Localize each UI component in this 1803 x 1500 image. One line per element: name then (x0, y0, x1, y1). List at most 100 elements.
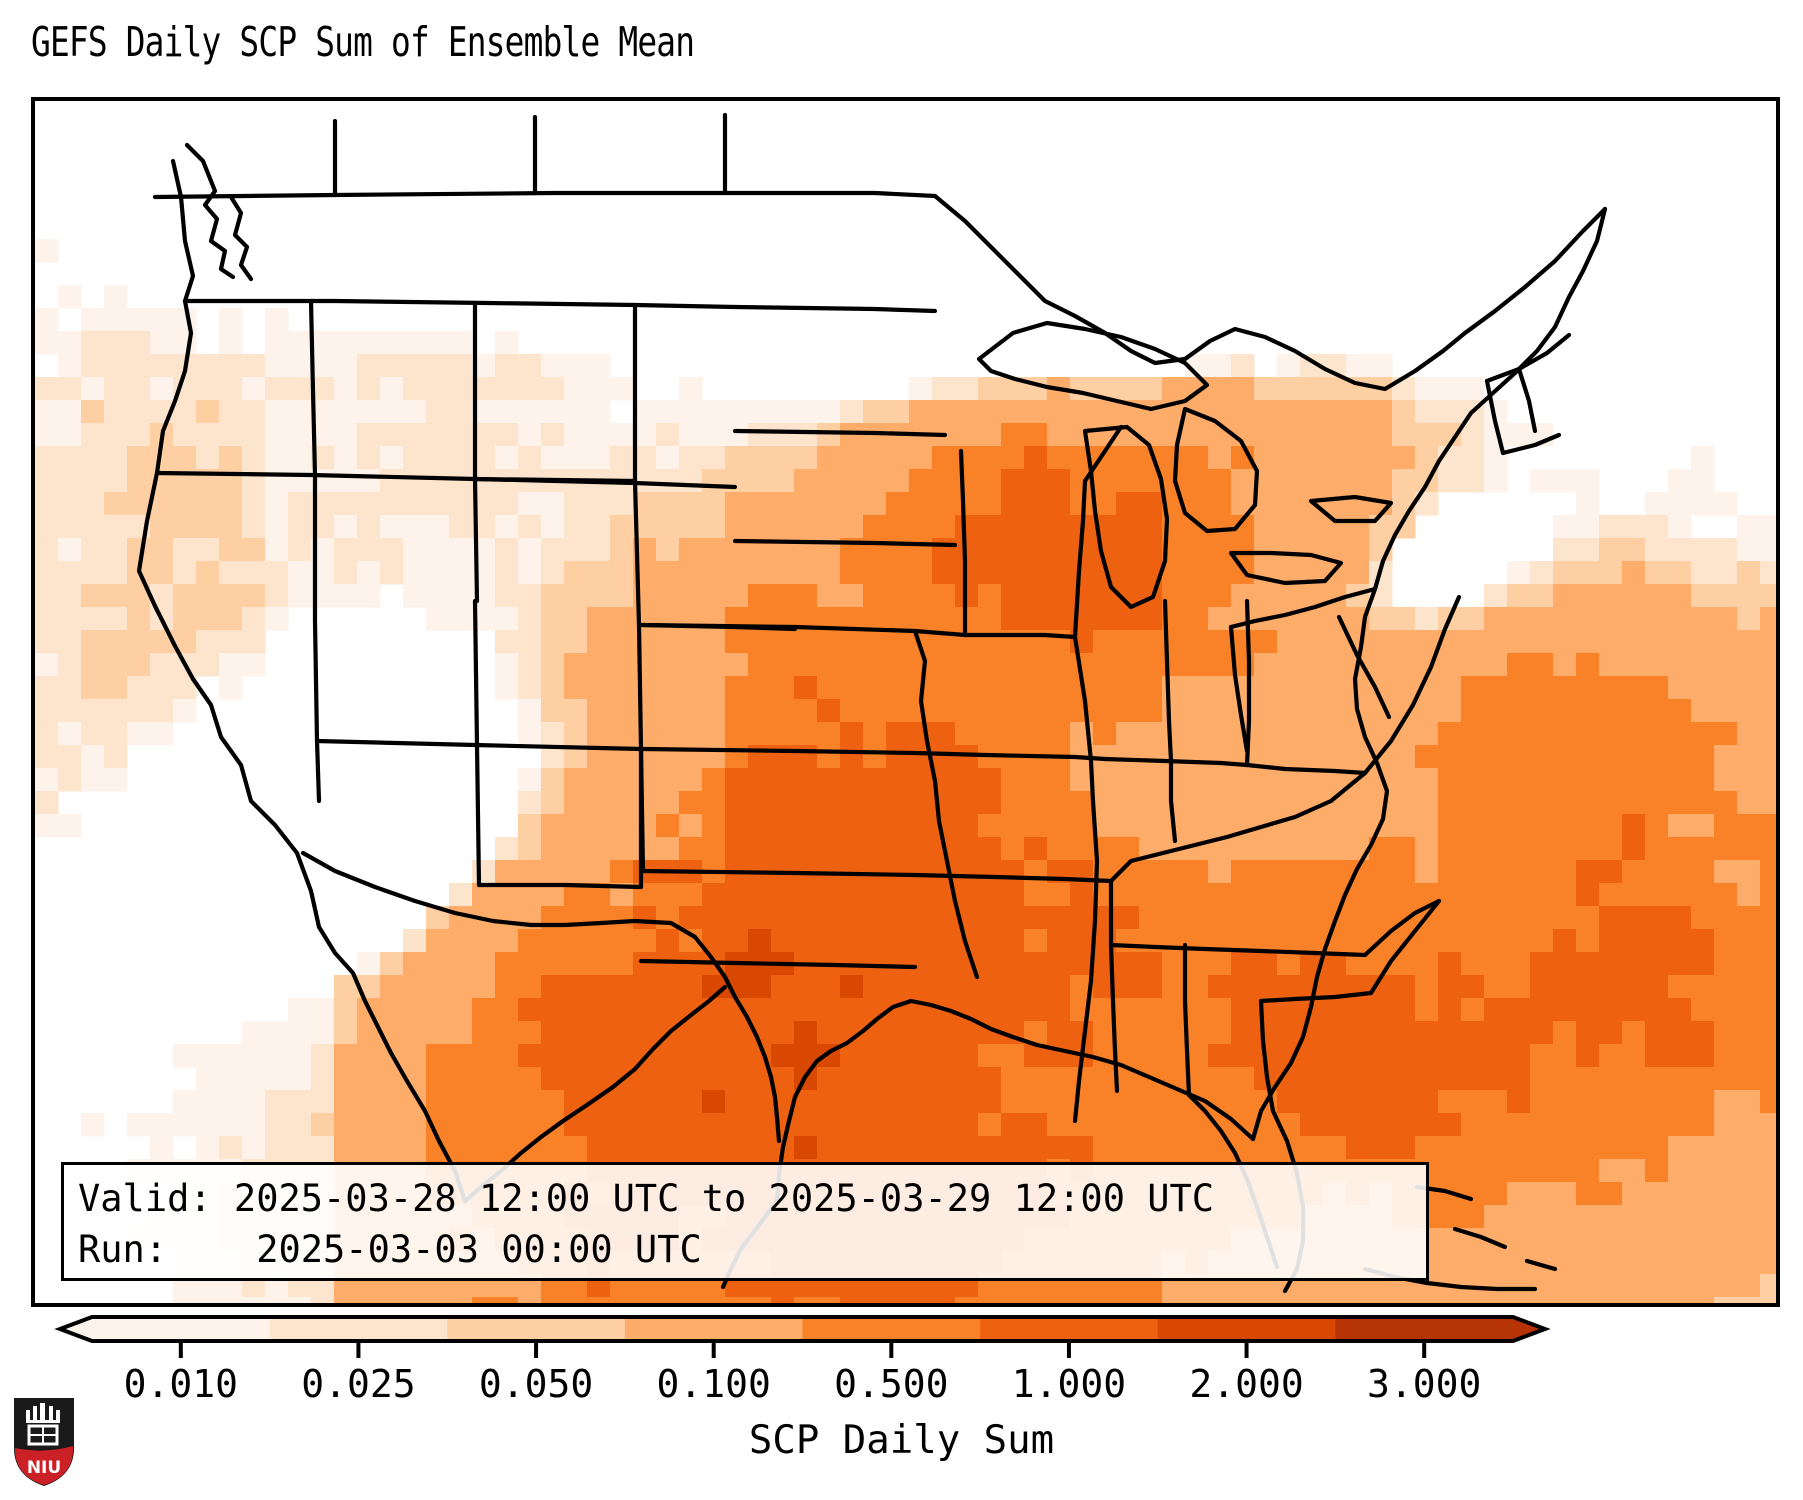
scp-cell (1415, 929, 1439, 953)
scp-cell (1461, 814, 1485, 838)
scp-cell (1346, 1044, 1370, 1068)
scp-cell (656, 722, 680, 746)
scp-cell (909, 1297, 933, 1303)
scp-cell (1254, 377, 1278, 401)
scp-cell (518, 1090, 542, 1114)
scp-cell (1714, 699, 1738, 723)
scp-cell (1691, 561, 1715, 585)
scp-cell (1001, 1090, 1025, 1114)
scp-cell (702, 1090, 726, 1114)
scp-cell (1530, 1067, 1554, 1091)
scp-cell (1070, 791, 1094, 815)
scp-cell (1116, 929, 1140, 953)
scp-cell (1599, 1044, 1623, 1068)
scp-cell (817, 768, 841, 792)
scp-cell (265, 1021, 289, 1045)
scp-cell (1622, 722, 1646, 746)
scp-cell (587, 446, 611, 470)
scp-cell (1737, 906, 1761, 930)
scp-cell (1254, 699, 1278, 723)
scp-cell (1553, 929, 1577, 953)
scp-cell (357, 400, 381, 424)
scp-cell (1070, 1297, 1094, 1303)
scp-cell (1438, 1159, 1462, 1183)
scp-cell (173, 676, 197, 700)
scp-cell (1323, 446, 1347, 470)
scp-cell (1668, 975, 1692, 999)
scp-cell (1691, 584, 1715, 608)
scp-cell (1530, 1297, 1554, 1303)
scp-cell (1093, 469, 1117, 493)
scp-cell (702, 1113, 726, 1137)
scp-cell (1185, 906, 1209, 930)
scp-cell (265, 515, 289, 539)
scp-cell (1093, 492, 1117, 516)
scp-cell (886, 630, 910, 654)
scp-cell (1116, 768, 1140, 792)
scp-cell (1093, 998, 1117, 1022)
scp-cell (702, 814, 726, 838)
scp-cell (564, 1297, 588, 1303)
scp-cell (1162, 446, 1186, 470)
scp-cell (564, 745, 588, 769)
scp-cell (633, 1136, 657, 1160)
scp-cell (1047, 768, 1071, 792)
colorbar-tick-label: 0.500 (834, 1362, 949, 1406)
scp-cell (1116, 630, 1140, 654)
scp-cell (1185, 492, 1209, 516)
scp-cell (357, 423, 381, 447)
scp-cell (932, 561, 956, 585)
scp-cell (1185, 699, 1209, 723)
scp-cell (288, 377, 312, 401)
scp-cell (311, 1297, 335, 1303)
scp-cell (127, 676, 151, 700)
scp-cell (311, 1067, 335, 1091)
scp-cell (1484, 975, 1508, 999)
scp-cell (35, 791, 59, 815)
scp-cell (633, 906, 657, 930)
scp-cell (1599, 676, 1623, 700)
scp-cell (449, 584, 473, 608)
colorbar-svg (54, 1315, 1551, 1358)
scp-cell (564, 1090, 588, 1114)
scp-cell (1300, 722, 1324, 746)
scp-cell (886, 607, 910, 631)
scp-cell (679, 492, 703, 516)
scp-cell (679, 584, 703, 608)
scp-cell (1691, 1274, 1715, 1298)
scp-cell (58, 285, 82, 309)
scp-cell (1691, 722, 1715, 746)
scp-cell (1760, 653, 1776, 677)
scp-cell (1001, 469, 1025, 493)
scp-cell (679, 1113, 703, 1137)
scp-cell (35, 446, 59, 470)
scp-cell (978, 538, 1002, 562)
scp-cell (702, 768, 726, 792)
scp-cell (1714, 630, 1738, 654)
scp-cell (817, 400, 841, 424)
scp-cell (403, 515, 427, 539)
scp-cell (656, 998, 680, 1022)
scp-cell (1461, 1251, 1485, 1275)
scp-cell (150, 722, 174, 746)
scp-cell (173, 492, 197, 516)
scp-cell (1070, 768, 1094, 792)
scp-cell (288, 515, 312, 539)
scp-cell (541, 860, 565, 884)
scp-cell (1093, 1136, 1117, 1160)
scp-cell (817, 423, 841, 447)
scp-cell (541, 607, 565, 631)
scp-cell (242, 1044, 266, 1068)
scp-cell (1553, 1067, 1577, 1091)
scp-cell (173, 331, 197, 355)
scp-cell (1553, 561, 1577, 585)
scp-cell (886, 975, 910, 999)
scp-cell (886, 929, 910, 953)
scp-cell (1737, 1182, 1761, 1206)
scp-cell (1507, 1136, 1531, 1160)
scp-cell (1645, 929, 1669, 953)
scp-cell (1622, 837, 1646, 861)
scp-cell (771, 883, 795, 907)
scp-cell (1599, 630, 1623, 654)
colorbar[interactable] (0, 1307, 1803, 1367)
